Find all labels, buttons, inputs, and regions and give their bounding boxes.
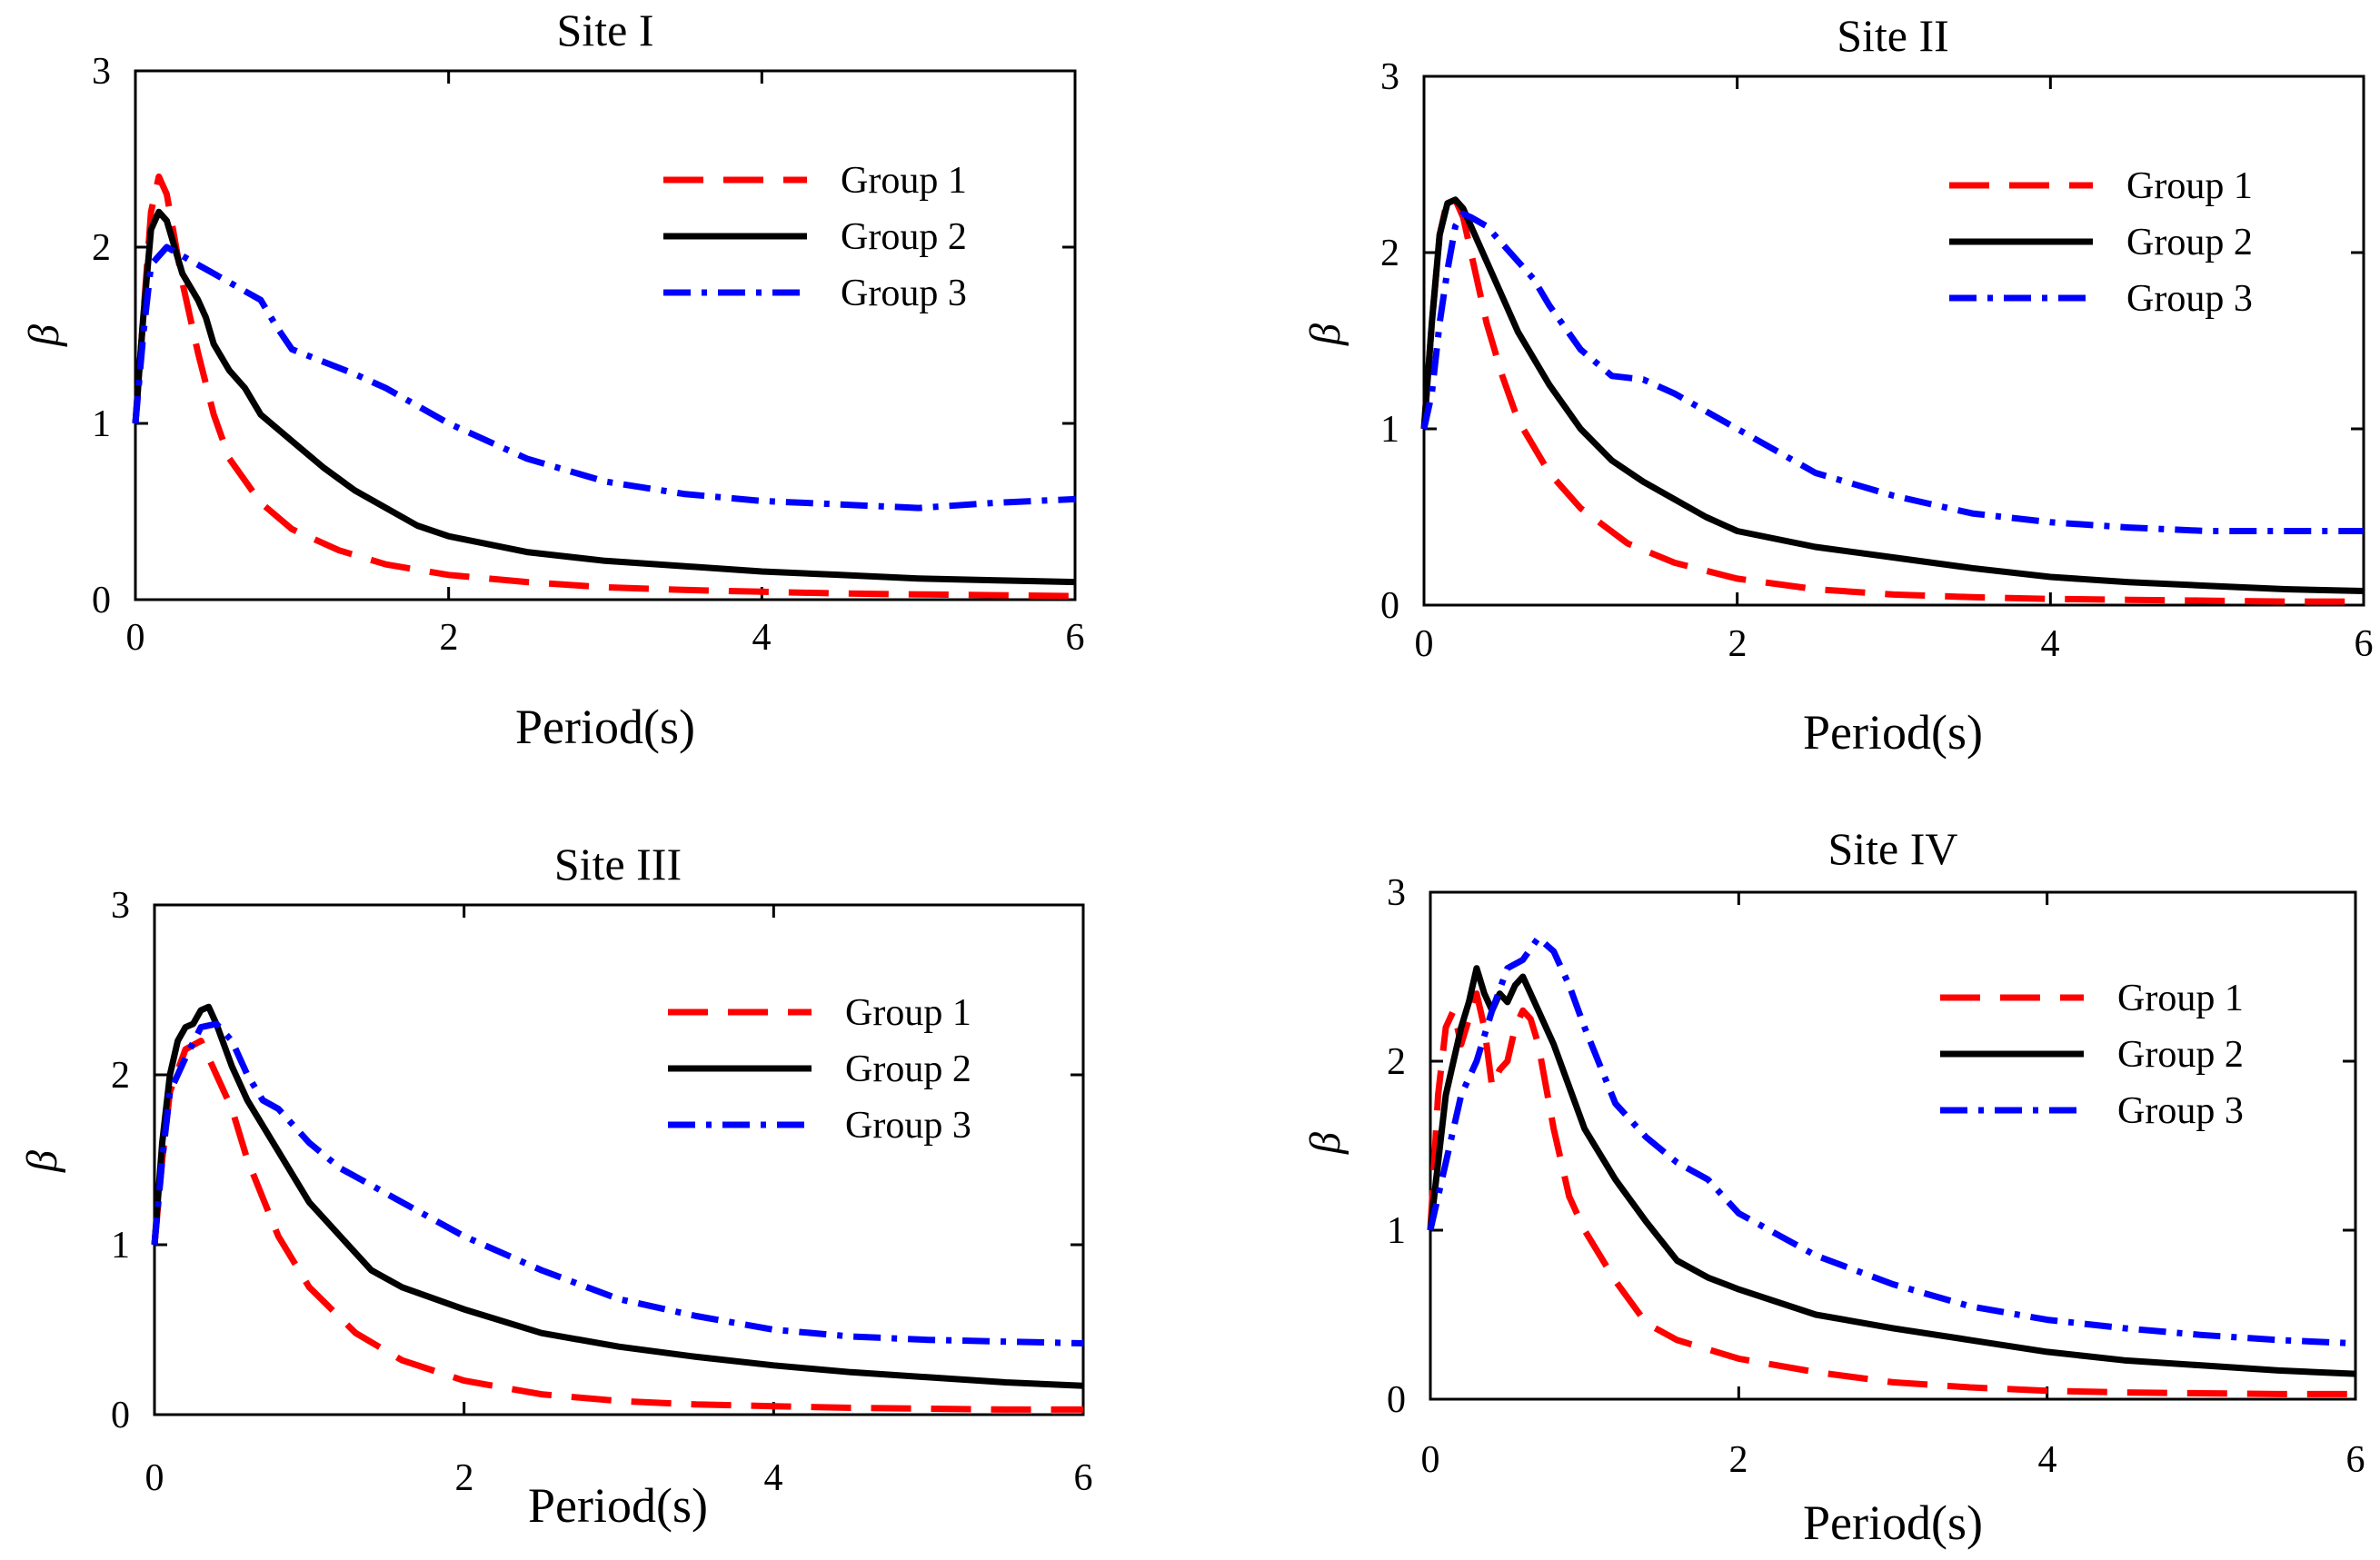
legend: Group 1 Group 2 Group 3	[668, 992, 971, 1147]
legend: Group 1 Group 2 Group 3	[663, 160, 967, 314]
axis-ticks	[1429, 890, 2357, 1401]
x-tick-label: 4	[764, 1457, 783, 1499]
y-tick-label: 1	[92, 403, 111, 445]
series-line-group-1	[1427, 990, 2355, 1397]
series-line-group-1	[151, 1038, 1083, 1413]
x-tick-label: 4	[2041, 623, 2060, 665]
x-tick-label: 0	[145, 1457, 164, 1499]
x-tick-label: 2	[440, 617, 459, 659]
panel-site-2: Site II 0 1 2 3 0 2 4 6 Period(s) β Grou…	[1301, 10, 2374, 760]
legend: Group 1 Group 2 Group 3	[1949, 165, 2253, 320]
legend-label-group-2: Group 2	[2117, 1034, 2244, 1076]
y-tick-label: 2	[1380, 233, 1399, 274]
series-line-group-2	[132, 208, 1076, 586]
axis-ticks	[153, 903, 1085, 1416]
y-axis-label: β	[20, 324, 68, 347]
chart-title: Site I	[557, 5, 654, 55]
x-tick-label: 0	[1421, 1439, 1440, 1481]
x-tick-label: 6	[1066, 617, 1085, 659]
legend-label-group-3: Group 3	[841, 273, 967, 314]
x-tick-label: 4	[752, 617, 772, 659]
x-tick-label: 6	[2355, 623, 2374, 665]
series-lines	[151, 1003, 1084, 1413]
plot-frame	[1422, 75, 2365, 607]
legend: Group 1 Group 2 Group 3	[1940, 978, 2244, 1132]
y-tick-label: 2	[111, 1055, 130, 1097]
axis-ticks	[1422, 75, 2365, 607]
series-line-group-3	[1420, 210, 2364, 534]
panel-site-1: Site I 0 1 2 3 0 2 4 6 Period(s) β Group…	[20, 5, 1085, 754]
legend-label-group-1: Group 1	[841, 160, 967, 202]
legend-label-group-2: Group 2	[845, 1048, 971, 1090]
x-tick-label: 2	[1728, 623, 1748, 665]
x-axis-label: Period(s)	[1803, 1495, 1983, 1550]
x-tick-label: 4	[2038, 1439, 2057, 1481]
legend-label-group-3: Group 3	[2117, 1090, 2244, 1132]
y-tick-label: 1	[1387, 1210, 1406, 1252]
series-line-group-3	[1427, 934, 2356, 1347]
series-lines	[132, 173, 1076, 600]
series-line-group-1	[132, 173, 1076, 600]
legend-label-group-3: Group 3	[845, 1105, 971, 1147]
x-tick-label: 6	[2346, 1439, 2365, 1481]
y-tick-label: 1	[111, 1225, 130, 1267]
y-tick-label: 3	[1387, 872, 1406, 914]
chart-title: Site IV	[1827, 823, 1957, 874]
plot-frame	[134, 69, 1077, 601]
legend-label-group-3: Group 3	[2126, 278, 2253, 320]
plot-frame	[1429, 890, 2357, 1401]
series-line-group-2	[1420, 196, 2365, 594]
y-tick-label: 3	[1380, 56, 1399, 98]
legend-label-group-1: Group 1	[2126, 165, 2253, 207]
y-tick-label: 0	[1380, 585, 1399, 627]
x-tick-label: 0	[1415, 623, 1434, 665]
y-tick-label: 0	[92, 580, 111, 621]
legend-label-group-2: Group 2	[2126, 222, 2253, 263]
series-line-group-1	[1420, 196, 2364, 605]
x-tick-label: 2	[1729, 1439, 1748, 1481]
legend-label-group-2: Group 2	[841, 216, 967, 258]
y-axis-label: β	[1301, 1132, 1349, 1155]
x-tick-label: 6	[1074, 1457, 1093, 1499]
legend-label-group-1: Group 1	[845, 992, 971, 1034]
axis-ticks	[134, 69, 1077, 601]
x-axis-label: Period(s)	[1803, 705, 1983, 760]
series-line-group-2	[1427, 965, 2356, 1377]
y-axis-label: β	[18, 1150, 66, 1173]
series-line-group-2	[151, 1003, 1084, 1389]
y-tick-label: 3	[92, 51, 111, 93]
x-tick-label: 0	[126, 617, 145, 659]
y-axis-label: β	[1301, 323, 1349, 346]
y-tick-label: 3	[111, 885, 130, 927]
legend-label-group-1: Group 1	[2117, 978, 2244, 1019]
y-tick-label: 2	[1387, 1041, 1406, 1083]
panel-site-3: Site III 0 1 2 3 0 2 4 6 Period(s) β Gro…	[18, 839, 1093, 1533]
y-tick-label: 0	[111, 1395, 130, 1436]
chart-title: Site III	[554, 839, 682, 889]
chart-title: Site II	[1837, 10, 1949, 61]
x-tick-label: 2	[455, 1457, 474, 1499]
series-lines	[1427, 934, 2356, 1397]
series-lines	[1420, 196, 2365, 605]
y-tick-label: 0	[1387, 1379, 1406, 1421]
y-tick-label: 1	[1380, 409, 1399, 451]
series-line-group-3	[151, 1020, 1084, 1346]
plot-frame	[153, 903, 1085, 1416]
series-line-group-3	[132, 243, 1076, 512]
y-tick-label: 2	[92, 227, 111, 269]
x-axis-label: Period(s)	[528, 1478, 708, 1533]
x-axis-label: Period(s)	[515, 700, 695, 754]
panel-site-4: Site IV 0 1 2 3 0 2 4 6 Period(s) β Grou…	[1301, 823, 2365, 1550]
